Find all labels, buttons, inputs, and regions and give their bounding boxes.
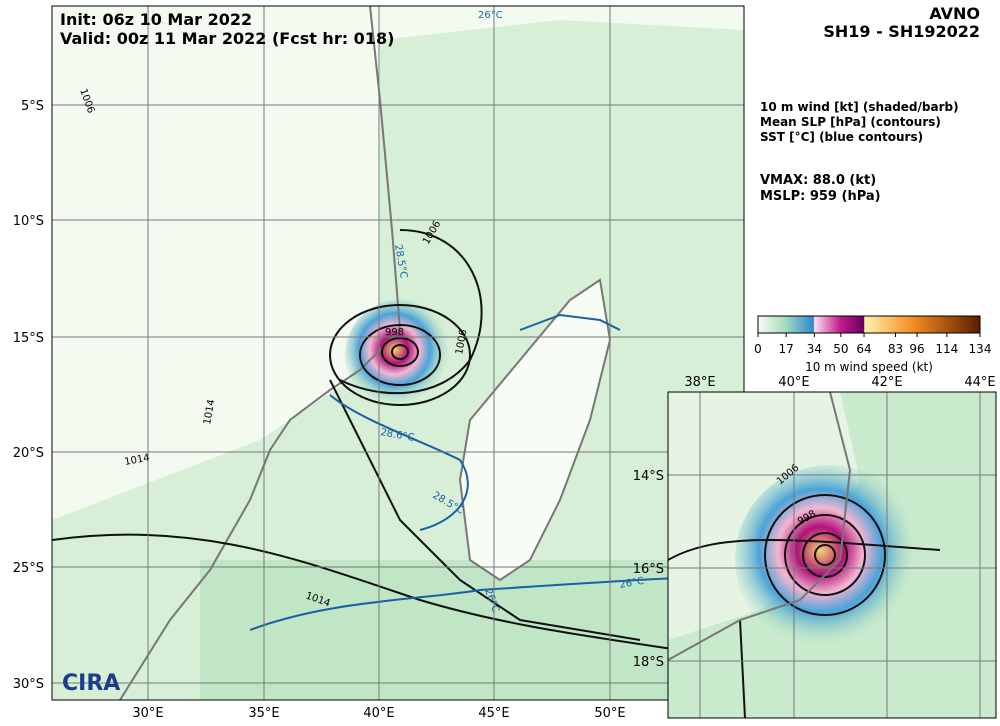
contour-label: 26°C <box>619 576 645 591</box>
contour-label: 1014 <box>124 453 151 468</box>
colorbar-tick-label: 17 <box>779 342 794 356</box>
x-tick-label: 40°E <box>778 375 809 390</box>
colorbar-tick-label: 83 <box>888 342 903 356</box>
init-text: Init: 06z 10 Mar 2022 <box>60 10 252 29</box>
x-tick-label: 44°E <box>964 375 995 390</box>
main-map <box>52 6 744 700</box>
x-tick-label: 30°E <box>132 706 163 721</box>
x-tick-label: 42°E <box>871 375 902 390</box>
contour-label: 26°C <box>478 10 503 21</box>
y-tick-label: 16°S <box>633 562 664 577</box>
legend-text: SST [°C] (blue contours) <box>760 130 923 144</box>
storm-text: SH19 - SH192022 <box>823 22 980 41</box>
model-text: AVNO <box>929 4 980 23</box>
y-tick-label: 25°S <box>13 561 44 576</box>
colorbar-tick-label: 96 <box>909 342 924 356</box>
y-tick-label: 14°S <box>633 469 664 484</box>
x-tick-label: 38°E <box>684 375 715 390</box>
map-frame <box>51 5 745 701</box>
y-tick-label: 5°S <box>21 99 44 114</box>
colorbar-tick-label: 134 <box>969 342 992 356</box>
valid-text: Valid: 00z 11 Mar 2022 (Fcst hr: 018) <box>60 29 394 48</box>
contour-label: 998 <box>385 327 404 338</box>
y-tick-label: 10°S <box>13 214 44 229</box>
colorbar-tick-label: 64 <box>856 342 871 356</box>
x-tick-label: 40°E <box>363 706 394 721</box>
y-tick-label: 20°S <box>13 446 44 461</box>
mslp-text: MSLP: 959 (hPa) <box>760 189 881 204</box>
contour-label: 1014 <box>202 399 217 426</box>
x-tick-label: 45°E <box>478 706 509 721</box>
colorbar-tick-label: 50 <box>833 342 848 356</box>
inset-map <box>668 392 996 718</box>
y-tick-label: 15°S <box>13 331 44 346</box>
colorbar-tick-label: 114 <box>935 342 958 356</box>
colorbar <box>757 315 981 334</box>
y-tick-label: 18°S <box>633 655 664 670</box>
x-tick-label: 35°E <box>248 706 279 721</box>
x-tick-label: 50°E <box>594 706 625 721</box>
colorbar-label: 10 m wind speed (kt) <box>805 360 933 374</box>
y-tick-label: 30°S <box>13 677 44 692</box>
legend-text: 10 m wind [kt] (shaded/barb) <box>760 100 959 114</box>
vmax-text: VMAX: 88.0 (kt) <box>760 173 876 188</box>
colorbar-tick-label: 34 <box>807 342 822 356</box>
logo: CIRA <box>62 671 120 696</box>
legend-text: Mean SLP [hPa] (contours) <box>760 115 941 129</box>
inset-frame <box>667 391 997 719</box>
colorbar-tick-label: 0 <box>754 342 762 356</box>
contour-label: 1006 <box>454 329 469 356</box>
